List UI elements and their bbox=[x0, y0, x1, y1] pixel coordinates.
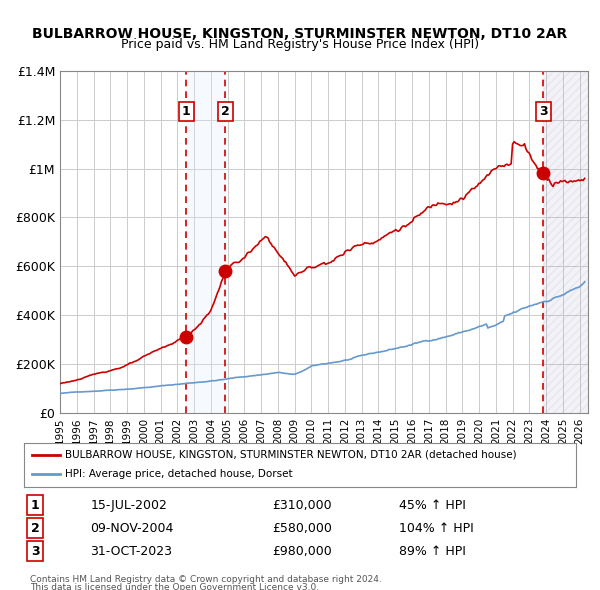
Text: £580,000: £580,000 bbox=[272, 522, 332, 535]
Text: BULBARROW HOUSE, KINGSTON, STURMINSTER NEWTON, DT10 2AR: BULBARROW HOUSE, KINGSTON, STURMINSTER N… bbox=[32, 27, 568, 41]
Text: HPI: Average price, detached house, Dorset: HPI: Average price, detached house, Dors… bbox=[65, 470, 293, 479]
Text: 2: 2 bbox=[31, 522, 40, 535]
Text: This data is licensed under the Open Government Licence v3.0.: This data is licensed under the Open Gov… bbox=[30, 583, 319, 590]
Text: 3: 3 bbox=[539, 106, 548, 119]
Text: 1: 1 bbox=[182, 106, 191, 119]
Text: £980,000: £980,000 bbox=[272, 545, 332, 558]
Text: 1: 1 bbox=[31, 499, 40, 512]
Text: 104% ↑ HPI: 104% ↑ HPI bbox=[400, 522, 474, 535]
Text: Price paid vs. HM Land Registry's House Price Index (HPI): Price paid vs. HM Land Registry's House … bbox=[121, 38, 479, 51]
Text: 3: 3 bbox=[31, 545, 40, 558]
Text: BULBARROW HOUSE, KINGSTON, STURMINSTER NEWTON, DT10 2AR (detached house): BULBARROW HOUSE, KINGSTON, STURMINSTER N… bbox=[65, 450, 517, 460]
Bar bbox=[543, 71, 588, 413]
Text: 89% ↑ HPI: 89% ↑ HPI bbox=[400, 545, 466, 558]
Bar bbox=[187, 71, 225, 413]
Text: £310,000: £310,000 bbox=[272, 499, 332, 512]
Text: 15-JUL-2002: 15-JUL-2002 bbox=[90, 499, 167, 512]
Text: Contains HM Land Registry data © Crown copyright and database right 2024.: Contains HM Land Registry data © Crown c… bbox=[30, 575, 382, 584]
Text: 31-OCT-2023: 31-OCT-2023 bbox=[90, 545, 172, 558]
Text: 09-NOV-2004: 09-NOV-2004 bbox=[90, 522, 173, 535]
Text: 2: 2 bbox=[221, 106, 230, 119]
Text: 45% ↑ HPI: 45% ↑ HPI bbox=[400, 499, 466, 512]
